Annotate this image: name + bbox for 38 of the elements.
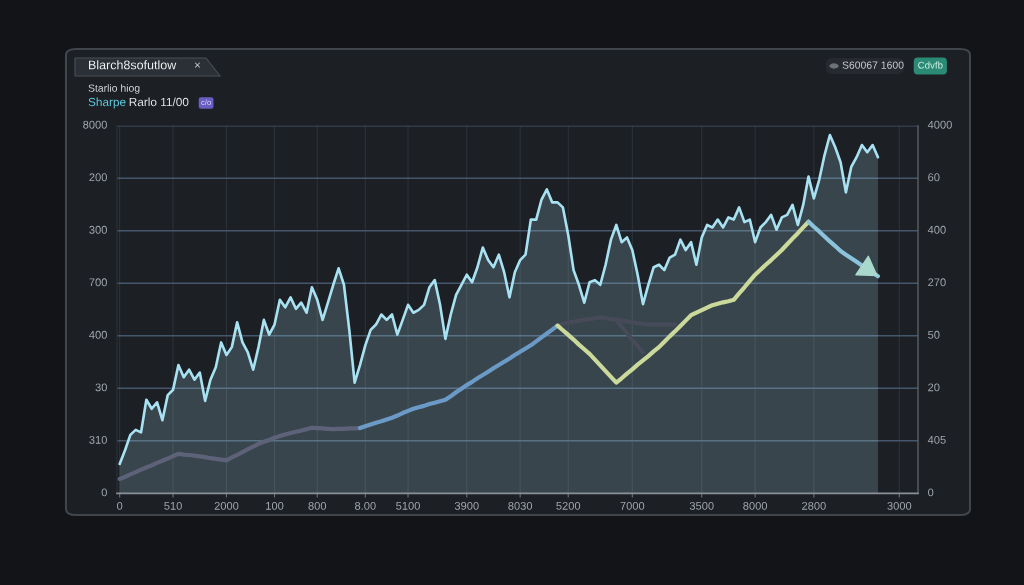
text: 20	[928, 383, 940, 392]
x-tick-label: 3900	[454, 501, 479, 510]
text: 0	[928, 488, 934, 497]
text: ×	[194, 62, 201, 68]
text: Rarlo 11/00	[129, 97, 189, 107]
chart-title: Blarch8sofutlow	[89, 60, 177, 70]
text: 8000	[83, 120, 107, 129]
text: 300	[89, 225, 107, 234]
x-tick-label: 2800	[802, 501, 826, 510]
text: 700	[89, 278, 107, 287]
x-tick-label: 510	[164, 501, 182, 510]
text: 0	[101, 488, 107, 497]
x-tick-label: 0	[117, 501, 123, 510]
x-tick-label: 8030	[508, 501, 533, 510]
text: 60	[928, 173, 940, 182]
x-tick-label: 2000	[214, 501, 239, 510]
x-tick-label: 5100	[396, 501, 420, 510]
text: 30	[95, 383, 107, 392]
x-tick-label: 8.00	[354, 501, 376, 510]
x-tick-label: 100	[266, 501, 284, 510]
text: 400	[89, 330, 107, 339]
text: 405	[927, 435, 946, 444]
text: 4000	[927, 120, 952, 129]
x-tick-label: 8000	[743, 501, 768, 510]
chart-subtitle: Starlio hiog	[88, 84, 140, 94]
text: 50	[928, 330, 940, 339]
x-tick-label: 800	[308, 501, 327, 510]
text: 270	[928, 278, 946, 287]
text: 200	[89, 173, 107, 182]
text: Cdvfb	[918, 61, 943, 69]
text: 400	[927, 225, 946, 234]
x-tick-label: 3000	[887, 501, 912, 510]
text: S60067 1600	[842, 61, 904, 69]
x-tick-label: 3500	[689, 501, 714, 510]
text: Sharpe	[88, 97, 126, 109]
x-tick-label: 5200	[556, 501, 581, 510]
x-tick-label: 7000	[620, 501, 645, 510]
text: 310	[89, 435, 107, 444]
